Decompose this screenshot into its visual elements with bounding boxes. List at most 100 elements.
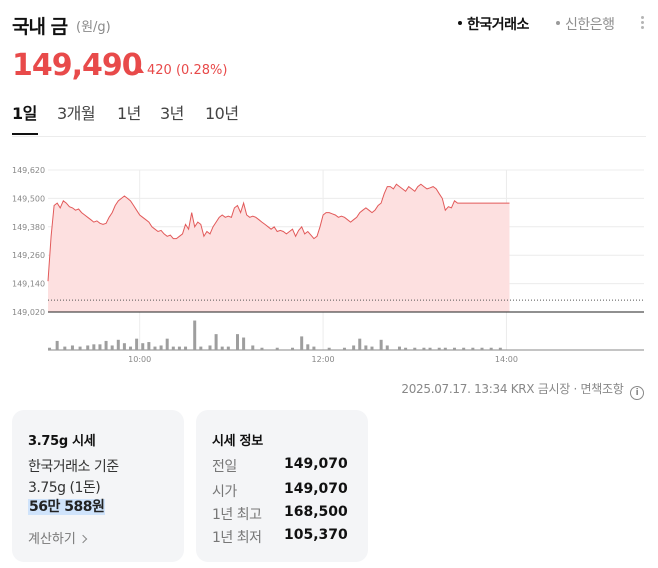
volume-bar: [141, 343, 145, 350]
source-shinhan-tab[interactable]: 신한은행: [556, 14, 615, 34]
volume-bar: [220, 346, 224, 350]
source-krx-label: 한국거래소: [467, 17, 529, 33]
volume-bar: [364, 345, 368, 350]
card-title: 시세 정보: [212, 434, 263, 449]
volume-bar: [63, 346, 67, 350]
volume-bar: [104, 340, 108, 350]
price-info-card: 시세 정보 전일 149,070 시가 149,070 1년 최고 168,500 1…: [196, 410, 368, 562]
price-line: [47, 183, 510, 282]
row-value: 149,070: [284, 481, 348, 497]
volume-bar: [306, 344, 310, 350]
volume-bar: [147, 342, 151, 350]
volume-bar: [443, 347, 447, 350]
volume-bar: [370, 346, 374, 350]
volume-bar: [55, 340, 59, 350]
volume-bar: [116, 339, 120, 350]
tab-1y[interactable]: 1년: [117, 104, 141, 123]
weight-label: 3.75g (1돈): [28, 480, 101, 496]
volume-bar: [251, 345, 255, 350]
volume-bar: [110, 345, 114, 350]
x-tick-label: 14:00: [495, 355, 518, 364]
volume-bar: [437, 347, 441, 350]
y-tick-label: 149,620: [12, 166, 45, 175]
chevron-right-icon: [78, 534, 88, 544]
row-value: 105,370: [284, 527, 348, 543]
volume-bar: [275, 347, 279, 350]
row-label: 1년 최저: [212, 530, 262, 546]
active-tab-underline: [12, 133, 38, 135]
source-shinhan-label: 신한은행: [565, 17, 615, 33]
volume-bar: [242, 337, 246, 350]
volume-bar: [208, 345, 212, 350]
volume-bar: [98, 344, 102, 350]
x-tick-label: 10:00: [128, 355, 151, 364]
price-chart[interactable]: 149,620 149,500 149,380 149,260 149,140 149,0…: [0, 150, 658, 370]
volume-bar: [199, 346, 203, 350]
volume-bar: [404, 347, 408, 350]
timestamp: 2025.07.17. 13:34 KRX 금시장: [401, 382, 570, 396]
volume-bar: [226, 346, 230, 350]
volume-bar: [214, 334, 218, 350]
volume-bar: [78, 346, 82, 350]
volume-bar: [312, 346, 316, 350]
x-tick-label: 12:00: [312, 355, 335, 364]
volume-bar: [70, 345, 74, 350]
volume-bar: [291, 347, 295, 350]
disclaimer-link[interactable]: 면책조항: [580, 382, 624, 396]
info-icon[interactable]: i: [630, 386, 644, 400]
volume-bar: [177, 346, 181, 350]
volume-bar: [422, 347, 426, 350]
y-tick-label: 149,500: [12, 194, 45, 203]
info-row: 전일 149,070: [212, 456, 362, 476]
y-tick-label: 149,380: [12, 223, 45, 232]
volume-bar: [342, 347, 346, 350]
don-price-value: 56만 588원: [28, 499, 106, 515]
tab-10y[interactable]: 10년: [205, 104, 239, 123]
volume-bar: [358, 338, 362, 350]
tab-3m[interactable]: 3개월: [57, 104, 96, 123]
volume-bar: [48, 347, 52, 350]
volume-bar: [498, 347, 502, 350]
volume-bar: [92, 344, 96, 350]
row-value: 149,070: [284, 456, 348, 472]
row-label: 시가: [212, 484, 237, 500]
change-amount: 420: [147, 63, 172, 78]
unit-label: (원/g): [76, 20, 111, 35]
tab-1d[interactable]: 1일: [12, 104, 37, 123]
volume-bar: [480, 347, 484, 350]
price-change: 420 (0.28%): [136, 63, 227, 78]
volume-bar: [171, 346, 175, 350]
row-label: 전일: [212, 459, 237, 475]
header: 국내 금 (원/g) 한국거래소 신한은행: [12, 12, 646, 38]
y-tick-label: 149,020: [12, 308, 45, 317]
y-tick-label: 149,140: [12, 280, 45, 289]
volume-bar: [122, 343, 126, 350]
up-arrow-icon: [136, 67, 144, 73]
calculate-link[interactable]: 계산하기: [28, 528, 88, 547]
volume-bar: [300, 336, 304, 350]
volume-bar: [428, 347, 432, 350]
inactive-dot-icon: [556, 21, 560, 25]
volume-bar: [453, 347, 457, 350]
volume-bar: [184, 346, 188, 350]
volume-bar: [379, 339, 383, 350]
more-options-icon[interactable]: [638, 14, 646, 32]
y-tick-label: 149,260: [12, 251, 45, 260]
source-krx-tab[interactable]: 한국거래소: [458, 14, 529, 34]
calculate-label: 계산하기: [28, 532, 76, 547]
row-value: 168,500: [284, 504, 348, 520]
volume-bar: [86, 345, 90, 350]
volume-bar: [129, 346, 133, 350]
market-price-card: 3.75g 시세 한국거래소 기준 3.75g (1돈) 56만 588원 계산…: [12, 410, 184, 562]
volume-bar: [327, 347, 331, 350]
volume-bar: [165, 338, 169, 350]
volume-bar: [135, 338, 139, 350]
price-area: [48, 184, 510, 312]
volume-bar: [489, 347, 493, 350]
tab-3y[interactable]: 3년: [160, 104, 184, 123]
volume-bar: [235, 334, 239, 350]
page-title: 국내 금: [12, 16, 68, 38]
volume-bar: [385, 345, 389, 350]
volume-bar: [153, 346, 157, 350]
change-percent: (0.28%): [175, 63, 228, 78]
